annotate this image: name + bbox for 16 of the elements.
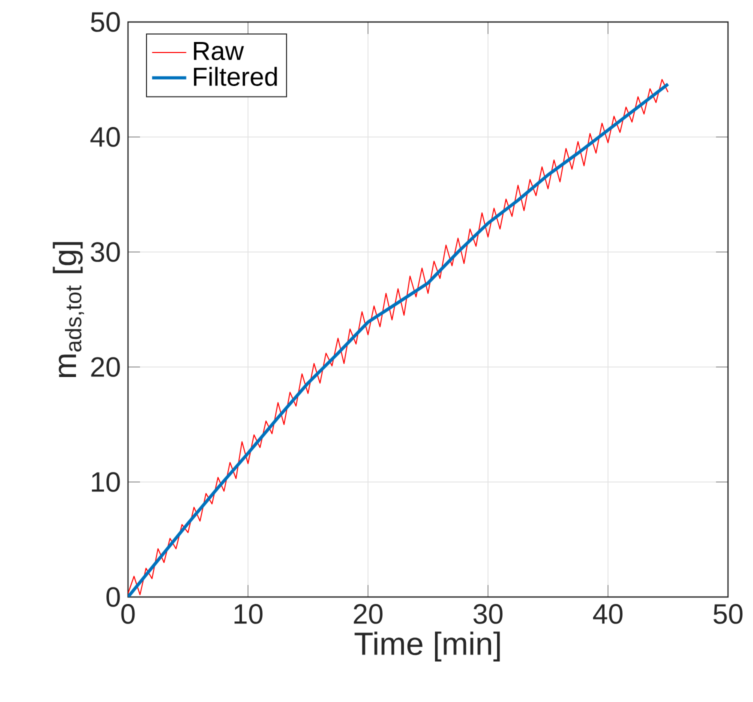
y-axis-title: m$_{ads,tot}$ [g] [52,242,84,378]
x-axis-title: Time [min] [354,632,500,662]
x-tick-label: 0 [121,604,135,624]
x-tick-label: 50 [714,604,742,624]
legend-label: Filtered [194,66,277,86]
x-tick-label: 10 [234,604,262,624]
y-tick-label: 50 [90,12,120,32]
x-tick-label: 30 [473,604,502,624]
x-tick-label: 40 [593,604,622,624]
y-tick-label: 40 [90,127,120,147]
y-tick-label: 30 [90,242,120,262]
x-tick-label: 20 [354,604,382,624]
y-tick-label: 20 [91,357,120,377]
y-tick-label: 0 [106,587,120,607]
y-tick-label: 10 [92,472,120,492]
legend-label: Raw [194,42,244,60]
